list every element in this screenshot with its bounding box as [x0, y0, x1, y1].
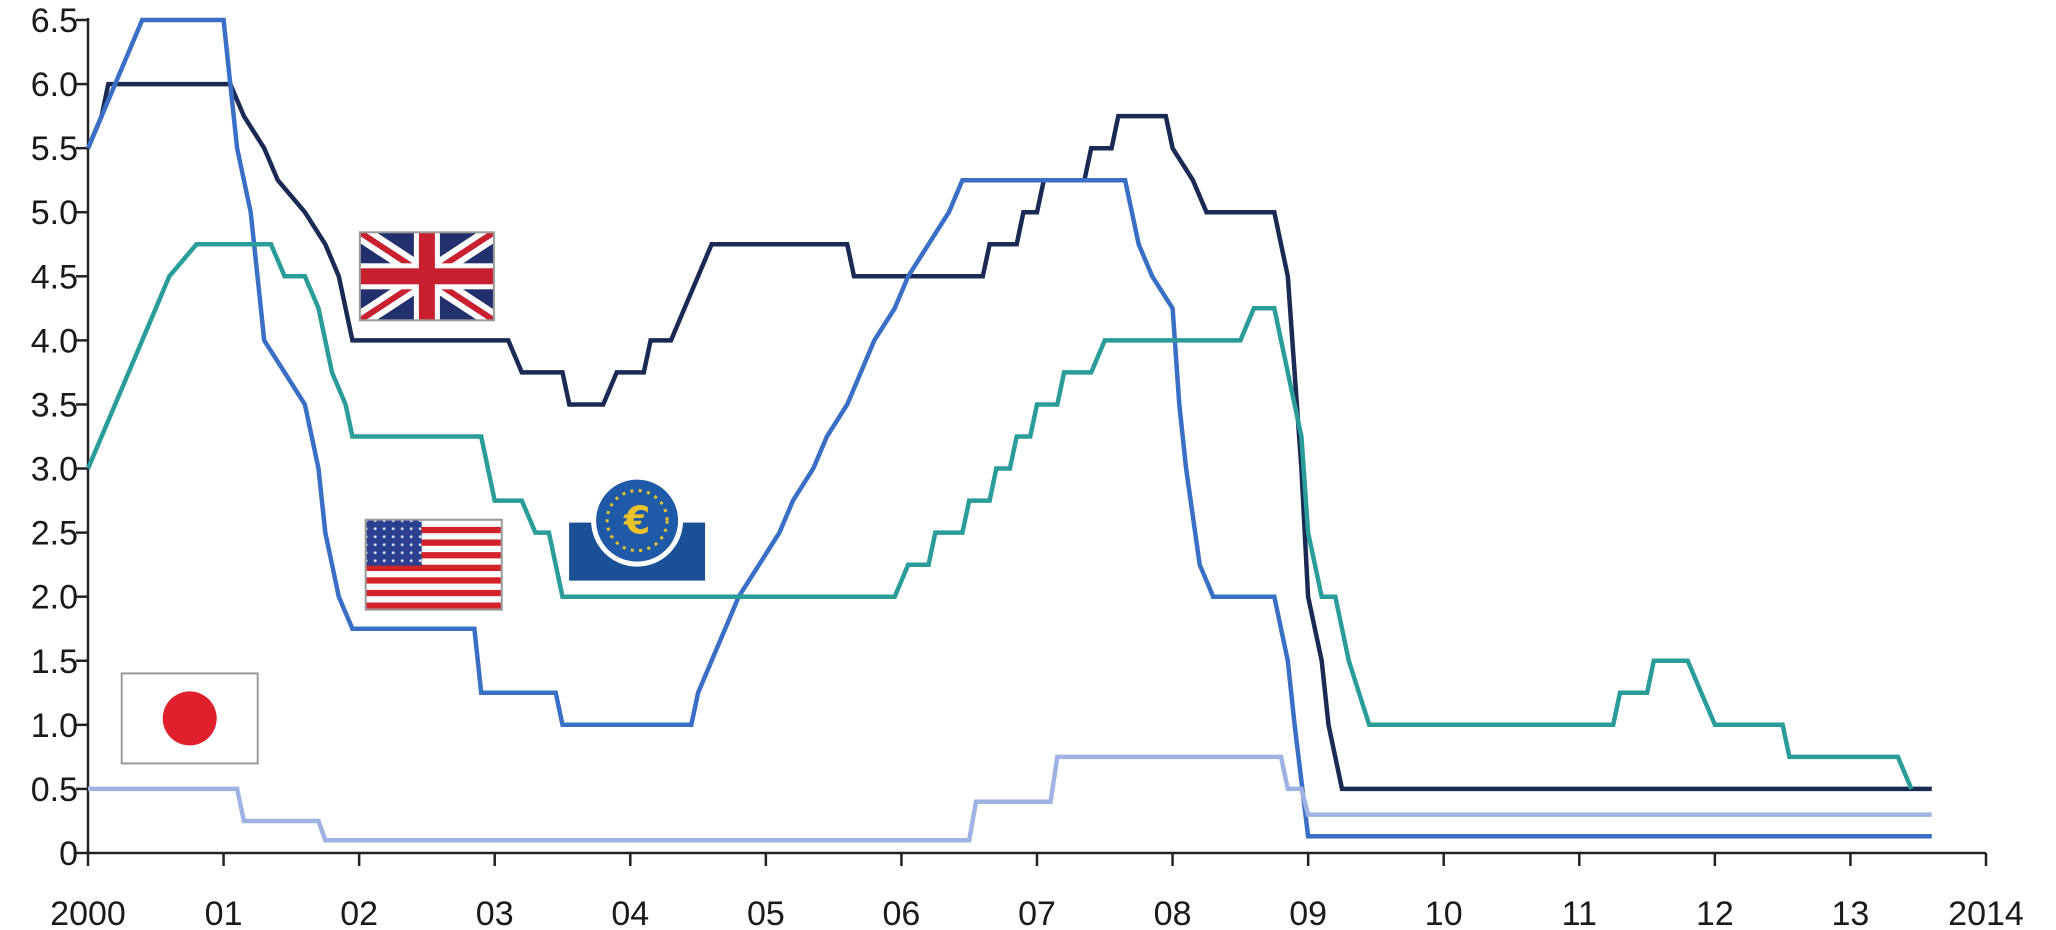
x-tick-label: 2014: [1948, 895, 2024, 930]
uk-flag-icon: [358, 231, 495, 322]
x-tick-label: 01: [205, 895, 243, 930]
y-tick-label: 0.5: [31, 771, 78, 809]
series-line-us: [85, 17, 1932, 839]
x-tick-label: 10: [1425, 895, 1463, 930]
y-tick-label: 5.5: [31, 130, 78, 168]
x-tick-label: 07: [1018, 895, 1056, 930]
series-line-ez: [85, 242, 1914, 790]
x-axis: 2000 01 02 03 04 05 06 07 08 09 10 11 12 13 2014: [50, 851, 2024, 930]
y-tick-label: 3.0: [31, 451, 78, 489]
x-tick-label: 13: [1832, 895, 1870, 930]
x-tick-label: 09: [1289, 895, 1327, 930]
series-line-uk: [85, 81, 1932, 792]
x-tick-label: 2000: [50, 895, 126, 930]
y-tick-label: 6.0: [31, 66, 78, 104]
x-tick-label: 06: [883, 895, 921, 930]
y-tick-label: 1.5: [31, 643, 78, 681]
x-tick-label: 08: [1154, 895, 1192, 930]
y-tick-label: 6.5: [31, 2, 78, 40]
y-tick-label: 2.0: [31, 579, 78, 617]
ecb-euro-icon: €: [569, 474, 706, 581]
svg-text:€: €: [623, 499, 650, 543]
x-tick-label: 12: [1696, 895, 1734, 930]
x-tick-label: 04: [611, 895, 649, 930]
japan-flag-icon: [120, 672, 259, 765]
y-tick-label: 0: [59, 835, 78, 873]
x-tick-label: 05: [747, 895, 785, 930]
x-tick-label: 11: [1562, 895, 1597, 930]
y-tick-label: 4.0: [31, 322, 78, 360]
y-tick-label: 4.5: [31, 258, 78, 296]
y-tick-label: 2.5: [31, 515, 78, 553]
x-tick-label: 02: [340, 895, 378, 930]
y-tick-label: 1.0: [31, 707, 78, 745]
us-flag-icon: [364, 518, 503, 611]
y-tick-label: 3.5: [31, 386, 78, 424]
y-tick-label: 5.0: [31, 194, 78, 232]
series-line-jp: [88, 754, 1932, 843]
y-axis: 0 0.5 1.0 1.5 2.0 2.5 3.0 3.5 4.0 4.5 5.0 5.5 6.0 6.5: [31, 2, 90, 873]
series-lines: [85, 17, 1932, 843]
x-tick-label: 03: [476, 895, 514, 930]
